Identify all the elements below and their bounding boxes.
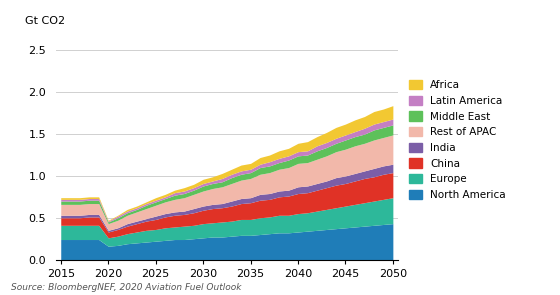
Text: Source: BloombergNEF, 2020 Aviation Fuel Outlook: Source: BloombergNEF, 2020 Aviation Fuel… <box>11 283 242 292</box>
Legend: Africa, Latin America, Middle East, Rest of APAC, India, China, Europe, North Am: Africa, Latin America, Middle East, Rest… <box>406 77 509 203</box>
Text: Gt CO2: Gt CO2 <box>25 16 66 26</box>
